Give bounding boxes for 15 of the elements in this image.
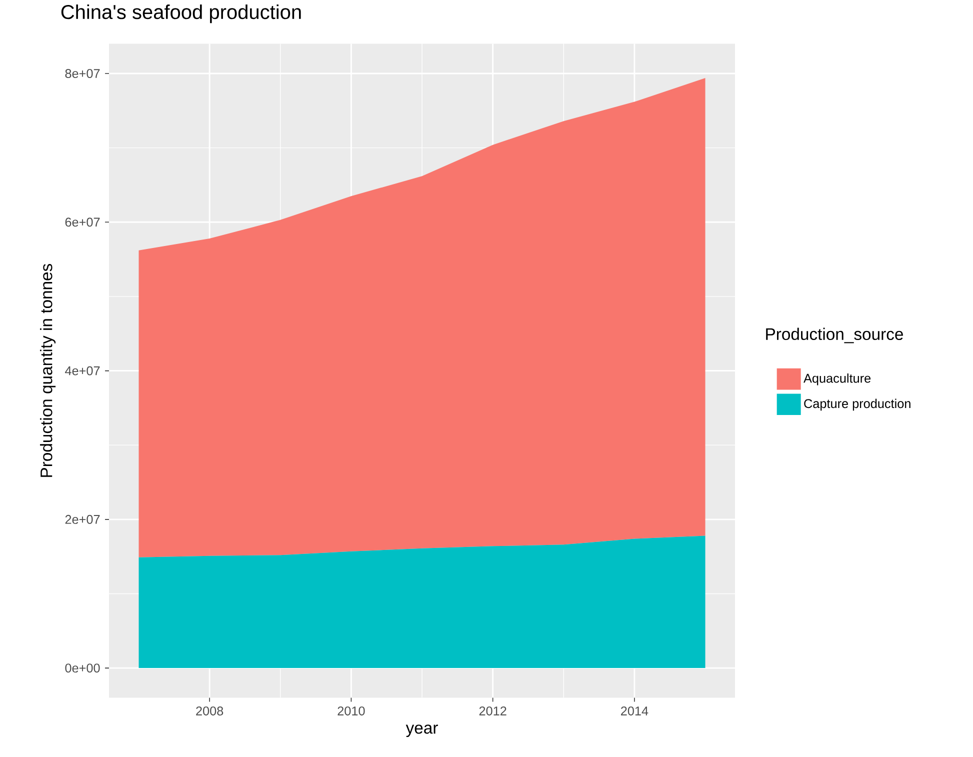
x-axis-title: year — [406, 724, 438, 738]
x-tick-label: 2010 — [338, 706, 365, 716]
y-tick-label: 2e+07 — [65, 515, 100, 524]
y-tick-label: 0e+00 — [65, 664, 100, 673]
x-tick-label: 2008 — [196, 706, 224, 716]
x-tick-label: 2014 — [620, 706, 648, 716]
y-tick-label: 6e+07 — [65, 218, 100, 227]
legend-label: Capture production — [804, 398, 910, 411]
y-axis-title: Production quantity in tonnes — [40, 264, 56, 478]
y-tick-label: 4e+07 — [65, 366, 100, 376]
chart-title: China's seafood production — [61, 4, 301, 24]
legend-title: Production_source — [766, 328, 903, 344]
x-tick-label: 2012 — [479, 706, 506, 716]
legend-label: Aquaculture — [804, 374, 871, 386]
y-tick-label: 8e+07 — [65, 69, 100, 78]
